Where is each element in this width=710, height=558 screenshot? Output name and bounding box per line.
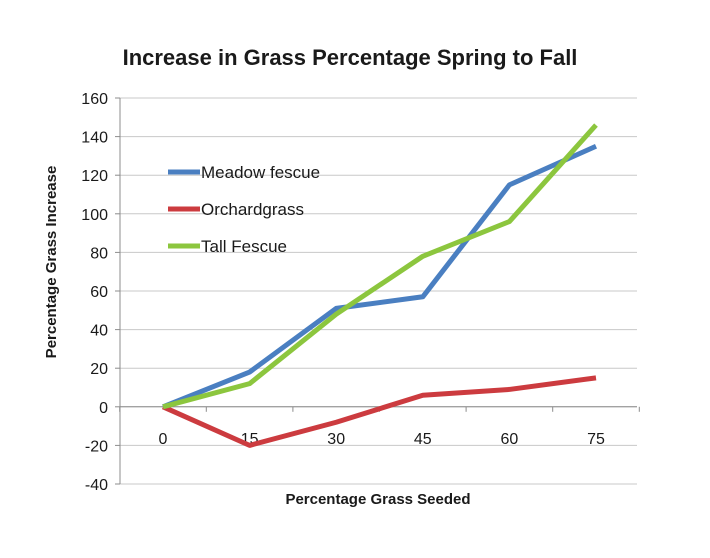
y-tick-label: 100 bbox=[81, 207, 108, 224]
series-lines bbox=[161, 123, 598, 448]
x-tick-label: 60 bbox=[501, 431, 519, 448]
legend-label: Orchardgrass bbox=[201, 200, 304, 219]
series-line-meadow-fescue bbox=[162, 143, 598, 410]
y-tick-label: -20 bbox=[85, 438, 108, 455]
legend-label: Meadow fescue bbox=[201, 163, 320, 182]
y-axis-label: Percentage Grass Increase bbox=[43, 166, 60, 359]
y-tick-label: 0 bbox=[99, 400, 108, 417]
x-tick-label: 75 bbox=[587, 431, 605, 448]
x-tick-label: 30 bbox=[327, 431, 345, 448]
x-axis-label: Percentage Grass Seeded bbox=[285, 491, 470, 508]
legend-label: Tall Fescue bbox=[201, 237, 287, 256]
y-tick-label: 160 bbox=[81, 91, 108, 108]
y-tick-label: 120 bbox=[81, 168, 108, 185]
y-tick-label: 60 bbox=[90, 284, 108, 301]
series-line-tall-fescue bbox=[162, 123, 598, 410]
y-tick-label: 140 bbox=[81, 130, 108, 147]
x-tick-label: 45 bbox=[414, 431, 432, 448]
gridlines bbox=[120, 97, 637, 485]
y-tick-label: -40 bbox=[85, 477, 108, 494]
y-tick-label: 80 bbox=[90, 245, 108, 262]
x-tick-label: 0 bbox=[159, 431, 168, 448]
legend: Meadow fescue Orchardgrass Tall Fescue bbox=[168, 163, 320, 256]
series-line-orchardgrass bbox=[161, 375, 597, 448]
chart-title: Increase in Grass Percentage Spring to F… bbox=[123, 45, 578, 70]
y-tick-label: 20 bbox=[90, 361, 108, 378]
y-tick-labels: -40 -20 0 20 40 60 80 100 120 140 160 bbox=[81, 91, 108, 494]
y-tick-label: 40 bbox=[90, 323, 108, 340]
